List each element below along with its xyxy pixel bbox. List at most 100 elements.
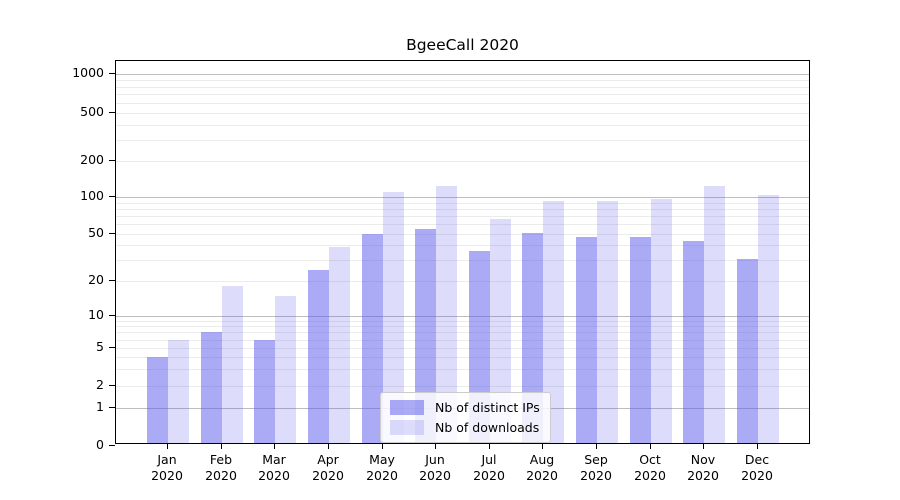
bar-downloads-jun xyxy=(436,186,457,443)
x-tick-label-month: Dec xyxy=(744,452,770,467)
x-tick-label-jun: Jun 2020 xyxy=(403,452,467,484)
bar-distinct-ips-apr xyxy=(308,270,329,443)
x-tick xyxy=(382,444,383,449)
gridline-minor xyxy=(116,94,809,95)
x-tick-label-month: Sep xyxy=(584,452,608,467)
bar-distinct-ips-feb xyxy=(201,332,222,443)
x-tick xyxy=(703,444,704,449)
legend-item-distinct-ips: Nb of distinct IPs xyxy=(390,400,540,415)
bar-distinct-ips-oct xyxy=(630,237,651,443)
x-tick-label-month: Jun xyxy=(425,452,445,467)
gridline-minor xyxy=(116,369,809,370)
y-tick-label: 200 xyxy=(80,152,104,167)
legend-swatch-distinct-ips xyxy=(390,400,424,415)
x-tick xyxy=(757,444,758,449)
y-tick-label: 1 xyxy=(96,399,104,414)
x-tick xyxy=(435,444,436,449)
gridline-minor xyxy=(116,125,809,126)
bar-downloads-aug xyxy=(543,201,564,443)
chart-title: BgeeCall 2020 xyxy=(406,36,519,54)
y-tick xyxy=(109,407,115,408)
gridline-major xyxy=(116,197,809,198)
y-tick-label: 100 xyxy=(80,188,104,203)
x-tick-label-month: Mar xyxy=(262,452,286,467)
y-tick xyxy=(109,347,115,348)
gridline-major xyxy=(116,316,809,317)
y-tick-label: 5 xyxy=(96,339,104,354)
legend-label-downloads: Nb of downloads xyxy=(435,420,540,435)
gridline-minor xyxy=(116,80,809,81)
x-tick-label-aug: Aug 2020 xyxy=(510,452,574,484)
x-tick-label-month: Oct xyxy=(639,452,661,467)
y-tick xyxy=(109,280,115,281)
bar-distinct-ips-aug xyxy=(522,233,543,443)
x-tick-label-month: Jul xyxy=(481,452,497,467)
bar-distinct-ips-nov xyxy=(683,241,704,443)
legend-item-downloads: Nb of downloads xyxy=(390,420,540,435)
gridline-minor xyxy=(116,321,809,322)
x-tick-label-sep: Sep 2020 xyxy=(564,452,628,484)
x-tick-label-month: Feb xyxy=(209,452,233,467)
bar-downloads-nov xyxy=(704,186,725,443)
bar-distinct-ips-may xyxy=(362,234,383,443)
legend-label-distinct-ips: Nb of distinct IPs xyxy=(435,400,540,415)
x-tick-label-year: 2020 xyxy=(473,468,505,483)
y-tick-label: 2 xyxy=(96,377,104,392)
x-tick-label-oct: Oct 2020 xyxy=(618,452,682,484)
y-tick xyxy=(109,445,115,446)
gridline-minor xyxy=(116,209,809,210)
x-tick-label-nov: Nov 2020 xyxy=(671,452,735,484)
x-tick-label-month: Apr xyxy=(317,452,339,467)
x-tick-label-year: 2020 xyxy=(205,468,237,483)
x-tick-label-dec: Dec 2020 xyxy=(725,452,789,484)
x-tick-label-feb: Feb 2020 xyxy=(189,452,253,484)
x-tick-label-year: 2020 xyxy=(366,468,398,483)
y-tick xyxy=(109,160,115,161)
y-tick-label: 0 xyxy=(96,437,104,452)
bar-distinct-ips-dec xyxy=(737,259,758,443)
x-tick-label-year: 2020 xyxy=(634,468,666,483)
y-tick-label: 10 xyxy=(88,307,104,322)
gridline-minor xyxy=(116,357,809,358)
gridline-minor xyxy=(116,245,809,246)
plot-area: Nb of distinct IPs Nb of downloads xyxy=(115,60,810,444)
bar-downloads-dec xyxy=(758,195,779,443)
gridline-minor xyxy=(116,332,809,333)
x-tick xyxy=(650,444,651,449)
bar-downloads-feb xyxy=(222,286,243,443)
bar-downloads-sep xyxy=(597,201,618,443)
x-tick-label-year: 2020 xyxy=(312,468,344,483)
y-tick xyxy=(109,315,115,316)
x-tick-label-apr: Apr 2020 xyxy=(296,452,360,484)
legend-swatch-downloads xyxy=(390,420,424,435)
x-tick-label-month: Aug xyxy=(529,452,555,467)
gridline-minor xyxy=(116,260,809,261)
x-tick-label-year: 2020 xyxy=(741,468,773,483)
gridline-minor xyxy=(116,113,809,114)
gridline-minor xyxy=(116,340,809,341)
bar-downloads-mar xyxy=(275,296,296,443)
x-tick-label-may: May 2020 xyxy=(350,452,414,484)
y-tick-label: 1000 xyxy=(72,65,104,80)
bar-distinct-ips-mar xyxy=(254,340,275,443)
x-tick xyxy=(489,444,490,449)
bar-downloads-apr xyxy=(329,247,350,443)
x-tick-label-year: 2020 xyxy=(526,468,558,483)
gridline-minor xyxy=(116,103,809,104)
gridline-minor xyxy=(116,87,809,88)
x-tick-label-month: Jan xyxy=(157,452,177,467)
bar-downloads-jan xyxy=(168,340,189,443)
x-tick xyxy=(274,444,275,449)
y-tick-label: 50 xyxy=(88,225,104,240)
gridline-minor xyxy=(116,326,809,327)
x-tick-label-year: 2020 xyxy=(258,468,290,483)
gridline-major xyxy=(116,74,809,75)
gridline-minor xyxy=(116,216,809,217)
bar-downloads-jul xyxy=(490,219,511,443)
y-tick-label: 500 xyxy=(80,104,104,119)
y-tick-label: 20 xyxy=(88,272,104,287)
bar-downloads-may xyxy=(383,192,404,443)
gridline-minor xyxy=(116,281,809,282)
x-tick-label-month: May xyxy=(369,452,395,467)
